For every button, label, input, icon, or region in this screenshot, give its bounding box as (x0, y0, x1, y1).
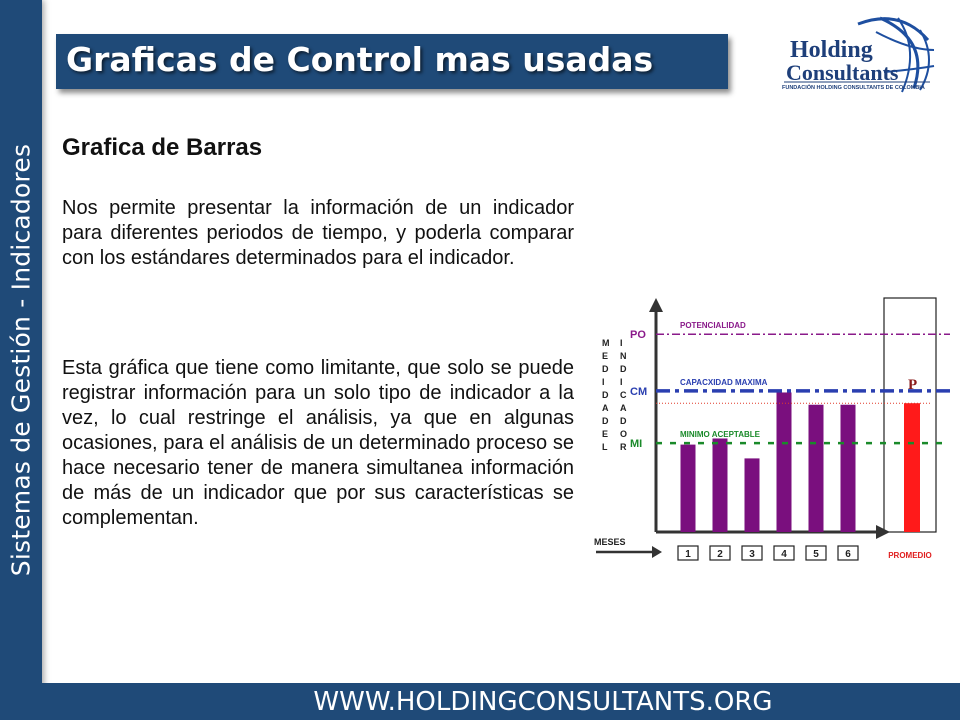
ref-tag-mi: MI (630, 438, 642, 450)
ylabel2-letter: O (620, 429, 627, 439)
holding-consultants-logo: Holding Consultants FUNDACIÓN HOLDING CO… (780, 10, 940, 100)
category-box-2 (709, 545, 731, 561)
bar-3 (744, 458, 760, 532)
ref-label-mi: MINIMO ACEPTABLE (680, 430, 761, 439)
promedio-label: PROMEDIO (888, 551, 932, 560)
logo-tagline: FUNDACIÓN HOLDING CONSULTANTS DE COLOMBI… (782, 85, 925, 91)
x-axis-arrow (876, 525, 890, 539)
bar-promedio (904, 403, 920, 532)
y-axis-arrow (649, 298, 663, 312)
ylabel-letter: D (602, 390, 609, 400)
category-box-6 (837, 545, 859, 561)
ylabel-letter: I (602, 377, 605, 387)
category-box-1 (677, 545, 699, 561)
tick-label-4: 4 (781, 549, 787, 560)
tick-label-1: 1 (685, 549, 691, 560)
ylabel-letter: D (602, 416, 609, 426)
footer-band: WWW.HOLDINGCONSULTANTS.ORG (36, 683, 960, 720)
ylabel2-letter: R (620, 442, 627, 452)
ylabel2-letter: D (620, 364, 627, 374)
logo-word-holding: Holding (790, 37, 873, 63)
category-box-5 (805, 545, 827, 561)
ref-label-po: POTENCIALIDAD (680, 321, 746, 330)
ref-tag-po: PO (630, 329, 646, 341)
tick-label-6: 6 (845, 549, 851, 560)
tick-label-2: 2 (717, 549, 723, 560)
tick-label-5: 5 (813, 549, 819, 560)
category-box-3 (741, 545, 763, 561)
ylabel2-letter: A (620, 403, 627, 413)
page-title: Graficas de Control mas usadas (66, 40, 654, 79)
ylabel-letter: A (602, 403, 609, 413)
promedio-marker: P (908, 377, 917, 393)
globe-icon (784, 16, 935, 93)
ylabel2-letter: D (620, 416, 627, 426)
bar-5 (808, 404, 824, 532)
ylabel-letter: M (602, 338, 610, 348)
title-banner: Graficas de Control mas usadas (56, 34, 728, 89)
paragraph-description: Nos permite presentar la información de … (62, 197, 574, 269)
bar-1 (680, 444, 696, 532)
ref-tag-cm: CM (630, 386, 647, 398)
sidebar-band: Sistemas de Gestión - Indicadores (0, 0, 42, 720)
ylabel2-letter: C (620, 390, 627, 400)
logo-word-consultants: Consultants (786, 60, 899, 85)
bar-6 (840, 404, 856, 532)
meses-arrow-head (652, 546, 662, 558)
ylabel-letter: L (602, 442, 608, 452)
bar-4 (776, 392, 792, 532)
category-box-4 (773, 545, 795, 561)
xlabel: MESES (594, 537, 626, 547)
ylabel-letter: E (602, 429, 608, 439)
ylabel2-letter: I (620, 338, 623, 348)
tick-label-3: 3 (749, 549, 755, 560)
sidebar-title: Sistemas de Gestión - Indicadores (6, 143, 36, 577)
bar-2 (712, 438, 728, 532)
ylabel2-letter: I (620, 377, 623, 387)
ylabel-letter: E (602, 351, 608, 361)
ref-label-cm: CAPACXIDAD MAXIMA (680, 378, 768, 387)
ylabel2-letter: N (620, 351, 627, 361)
section-heading: Grafica de Barras (62, 134, 263, 161)
ylabel-letter: D (602, 364, 609, 374)
footer-url: WWW.HOLDINGCONSULTANTS.ORG (313, 687, 773, 717)
paragraph-limitation: Esta gráfica que tiene como limitante, q… (62, 357, 574, 529)
